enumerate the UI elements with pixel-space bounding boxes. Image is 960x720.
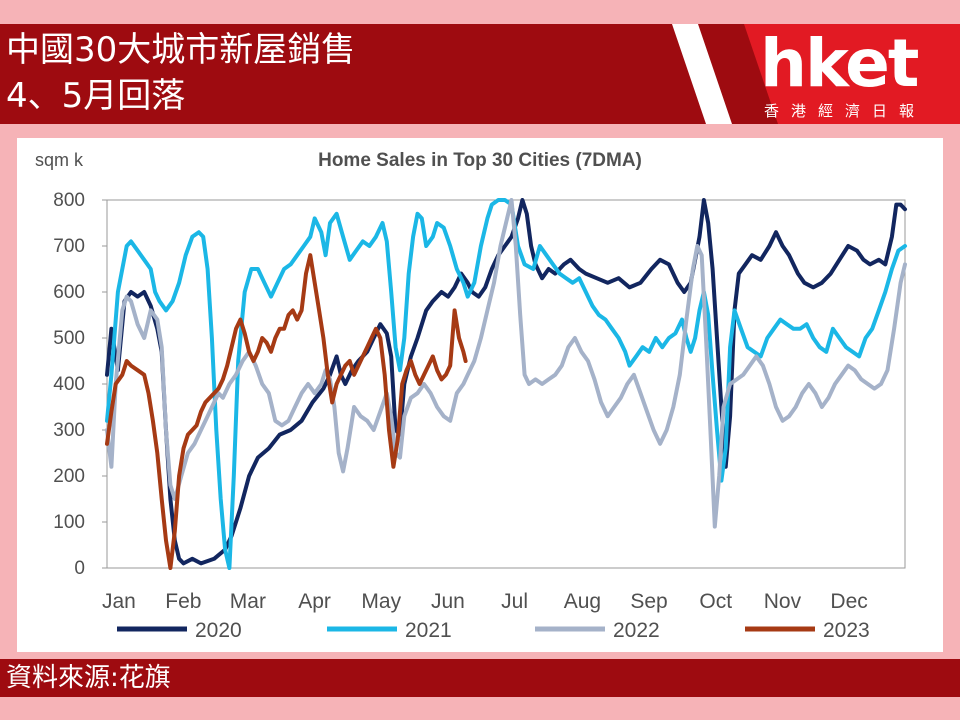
hket-logo: hket xyxy=(760,25,919,102)
x-tick-label-feb: Feb xyxy=(165,590,201,613)
legend-item-2022: 2022 xyxy=(535,619,660,642)
x-tick-label-apr: Apr xyxy=(298,590,331,613)
logo-box xyxy=(744,24,960,124)
header-banner: 中國30大城市新屋銷售 4、5月回落 hket 香港經濟日報 xyxy=(0,24,960,124)
series-line-2023 xyxy=(105,253,468,570)
series-line-2022 xyxy=(105,198,907,529)
legend-label-2021: 2021 xyxy=(405,619,452,642)
y-tick-label: 600 xyxy=(53,282,85,303)
page-title-line-1: 中國30大城市新屋銷售 xyxy=(6,30,356,70)
x-tick-label-aug: Aug xyxy=(564,590,601,613)
legend-label-2020: 2020 xyxy=(195,619,242,642)
y-tick-label: 700 xyxy=(53,236,85,257)
x-tick-label-oct: Oct xyxy=(699,590,732,613)
y-tick-label: 500 xyxy=(53,328,85,349)
y-tick-label: 300 xyxy=(53,420,85,441)
x-tick-label-may: May xyxy=(361,590,401,613)
series-line-2021 xyxy=(105,198,907,570)
y-tick-label: 800 xyxy=(53,190,85,211)
y-axis-ticks: 0 100 200 300 400 500 600 700 800 xyxy=(53,190,107,579)
y-tick-label: 200 xyxy=(53,466,85,487)
logo-stripe xyxy=(672,24,732,124)
legend-label-2022: 2022 xyxy=(613,619,660,642)
y-tick-label: 0 xyxy=(74,558,85,579)
x-tick-label-jul: Jul xyxy=(501,590,528,613)
page-title-line-2: 4、5月回落 xyxy=(6,76,186,116)
source-note: 資料來源:花旗 xyxy=(6,663,171,693)
x-tick-label-sep: Sep xyxy=(630,590,667,613)
logo-subtitle: 香港經濟日報 xyxy=(764,102,927,120)
y-axis-label: sqm k xyxy=(35,150,84,170)
x-tick-label-jan: Jan xyxy=(102,590,136,613)
series-lines xyxy=(105,198,907,570)
legend-item-2023: 2023 xyxy=(745,619,870,642)
line-chart: Home Sales in Top 30 Cities (7DMA) sqm k… xyxy=(35,150,907,642)
x-tick-label-jun: Jun xyxy=(431,590,465,613)
y-tick-label: 100 xyxy=(53,512,85,533)
footer-banner: 資料來源:花旗 xyxy=(0,659,960,697)
y-tick-label: 400 xyxy=(53,374,85,395)
chart-panel: Home Sales in Top 30 Cities (7DMA) sqm k… xyxy=(17,138,943,652)
legend-item-2020: 2020 xyxy=(117,619,242,642)
chart-title: Home Sales in Top 30 Cities (7DMA) xyxy=(318,150,642,171)
chart-legend: 2020 2021 2022 2023 xyxy=(117,619,870,642)
legend-label-2023: 2023 xyxy=(823,619,870,642)
legend-item-2021: 2021 xyxy=(327,619,452,642)
x-tick-label-mar: Mar xyxy=(230,590,266,613)
plot-frame xyxy=(106,199,906,569)
x-tick-label-dec: Dec xyxy=(830,590,867,613)
x-axis-ticks: Jan Feb Mar Apr May Jun Jul Aug Sep Oct Nov Dec xyxy=(102,590,868,613)
x-tick-label-nov: Nov xyxy=(764,590,802,613)
series-line-2020 xyxy=(105,198,907,566)
